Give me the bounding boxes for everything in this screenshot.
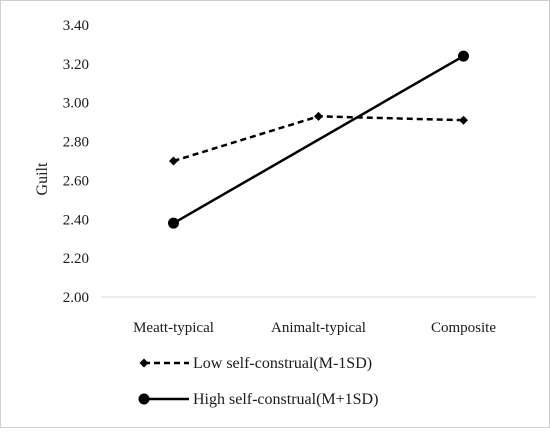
data-point — [314, 111, 323, 121]
x-tick-label: Composite — [431, 320, 496, 336]
legend-marker — [138, 393, 150, 405]
y-tick-label: 3.20 — [63, 57, 89, 73]
y-tick-label: 2.00 — [63, 290, 89, 306]
data-point — [458, 50, 469, 62]
y-tick-label: 3.40 — [63, 18, 89, 34]
y-axis-ticks: 2.00 2.20 2.40 2.60 2.80 3.00 3.20 3.40 — [63, 18, 89, 306]
y-axis-title: Guilt — [34, 162, 51, 195]
x-tick-label: Animalt-typical — [271, 320, 366, 336]
x-tick-label: Meatt-typical — [133, 320, 214, 336]
series-lines — [172, 55, 465, 225]
legend-marker — [139, 358, 149, 368]
y-tick-label: 2.60 — [63, 173, 89, 189]
y-tick-label: 3.00 — [63, 96, 89, 112]
y-tick-label: 2.40 — [63, 212, 89, 228]
data-point — [169, 156, 178, 166]
data-point — [459, 115, 468, 125]
y-tick-label: 2.20 — [63, 251, 89, 267]
data-point — [168, 217, 179, 229]
legend-label: Low self-construal(M-1SD) — [193, 355, 372, 372]
series-line-1 — [172, 55, 465, 225]
x-axis-ticks: Meatt-typical Animalt-typical Composite — [133, 320, 496, 336]
series-markers — [168, 50, 469, 229]
y-tick-label: 2.80 — [63, 135, 89, 151]
legend-label: High self-construal(M+1SD) — [193, 391, 378, 408]
legend: Low self-construal(M-1SD) High self-const… — [138, 355, 378, 408]
